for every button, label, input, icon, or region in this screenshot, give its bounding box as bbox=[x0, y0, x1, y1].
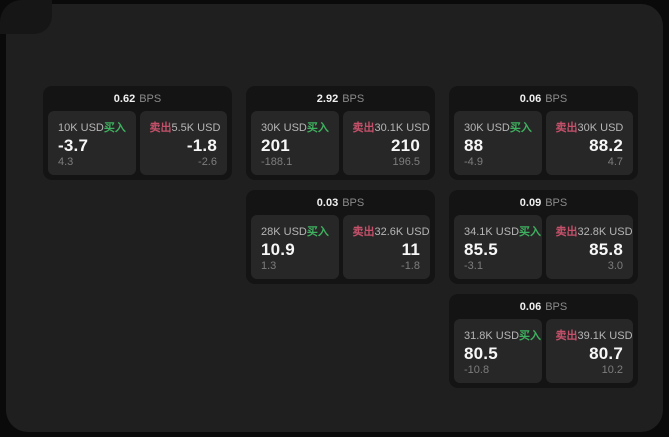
sell-change: 4.7 bbox=[607, 156, 623, 168]
sell-change: 10.2 bbox=[601, 364, 623, 376]
window-corner-overlay bbox=[0, 0, 52, 34]
buy-change: -188.1 bbox=[261, 156, 293, 168]
app-window: 0.62 BPS 10K USD 买入 -3.7 4.3 卖出 5.5K USD bbox=[6, 4, 663, 432]
buy-change: -10.8 bbox=[464, 364, 490, 376]
buy-amount: 30K USD bbox=[261, 122, 307, 134]
buy-pane[interactable]: 34.1K USD 买入 85.5 -3.1 bbox=[454, 215, 542, 279]
buy-amount: 30K USD bbox=[464, 122, 510, 134]
sell-side-label: 卖出 bbox=[555, 226, 578, 238]
bps-unit-label: BPS bbox=[545, 301, 568, 313]
buy-side-label: 买入 bbox=[519, 226, 542, 238]
sell-side-label: 卖出 bbox=[352, 226, 375, 238]
bps-unit-label: BPS bbox=[139, 93, 162, 105]
bps-value: 0.09 bbox=[519, 197, 542, 209]
sell-amount: 32.6K USD bbox=[374, 226, 430, 238]
sell-side-label: 卖出 bbox=[352, 122, 375, 134]
sell-amount: 5.5K USD bbox=[171, 122, 221, 134]
buy-price: 201 bbox=[261, 136, 290, 155]
sell-pane[interactable]: 卖出 30K USD 88.2 4.7 bbox=[545, 111, 633, 175]
bps-header: 0.09 BPS bbox=[449, 190, 638, 213]
bps-header: 0.06 BPS bbox=[449, 86, 638, 109]
sell-pane[interactable]: 卖出 39.1K USD 80.7 10.2 bbox=[545, 319, 633, 383]
buy-price: 10.9 bbox=[261, 240, 295, 259]
bps-unit-label: BPS bbox=[342, 197, 365, 209]
buy-change: -3.1 bbox=[464, 260, 483, 272]
buy-pane[interactable]: 31.8K USD 买入 80.5 -10.8 bbox=[454, 319, 542, 383]
bps-unit-label: BPS bbox=[545, 93, 568, 105]
bps-unit-label: BPS bbox=[545, 197, 568, 209]
quote-card-body: 31.8K USD 买入 80.5 -10.8 卖出 39.1K USD 80.… bbox=[449, 317, 638, 388]
sell-pane[interactable]: 卖出 32.6K USD 11 -1.8 bbox=[342, 215, 430, 279]
buy-change: -4.9 bbox=[464, 156, 483, 168]
buy-change: 4.3 bbox=[58, 156, 74, 168]
bps-value: 0.03 bbox=[316, 197, 339, 209]
buy-side-label: 买入 bbox=[509, 122, 532, 134]
sell-price: -1.8 bbox=[186, 136, 217, 155]
buy-side-label: 买入 bbox=[306, 122, 329, 134]
quote-card-grid: 0.62 BPS 10K USD 买入 -3.7 4.3 卖出 5.5K USD bbox=[43, 86, 639, 388]
bps-header: 0.06 BPS bbox=[449, 294, 638, 317]
bps-header: 0.62 BPS bbox=[43, 86, 232, 109]
sell-change: -1.8 bbox=[401, 260, 420, 272]
buy-price: 85.5 bbox=[464, 240, 498, 259]
buy-side-label: 买入 bbox=[519, 330, 542, 342]
quote-card-body: 10K USD 买入 -3.7 4.3 卖出 5.5K USD -1.8 -2.… bbox=[43, 109, 232, 180]
sell-change: 196.5 bbox=[392, 156, 420, 168]
sell-pane[interactable]: 卖出 32.8K USD 85.8 3.0 bbox=[545, 215, 633, 279]
quote-card-1[interactable]: 0.62 BPS 10K USD 买入 -3.7 4.3 卖出 5.5K USD bbox=[43, 86, 232, 180]
sell-price: 80.7 bbox=[589, 344, 623, 363]
sell-price: 85.8 bbox=[589, 240, 623, 259]
buy-pane[interactable]: 28K USD 买入 10.9 1.3 bbox=[251, 215, 339, 279]
sell-amount: 39.1K USD bbox=[577, 330, 633, 342]
buy-pane[interactable]: 10K USD 买入 -3.7 4.3 bbox=[48, 111, 136, 175]
quote-card-4[interactable]: 0.03 BPS 28K USD 买入 10.9 1.3 卖出 32.6K US… bbox=[246, 190, 435, 284]
buy-side-label: 买入 bbox=[306, 226, 329, 238]
quote-card-6[interactable]: 0.06 BPS 31.8K USD 买入 80.5 -10.8 卖出 39.1… bbox=[449, 294, 638, 388]
buy-pane[interactable]: 30K USD 买入 88 -4.9 bbox=[454, 111, 542, 175]
bps-value: 0.06 bbox=[519, 301, 542, 313]
sell-pane[interactable]: 卖出 5.5K USD -1.8 -2.6 bbox=[139, 111, 227, 175]
quote-card-body: 30K USD 买入 88 -4.9 卖出 30K USD 88.2 4.7 bbox=[449, 109, 638, 180]
buy-price: 88 bbox=[464, 136, 484, 155]
buy-side-label: 买入 bbox=[103, 122, 126, 134]
quote-card-body: 28K USD 买入 10.9 1.3 卖出 32.6K USD 11 -1.8 bbox=[246, 213, 435, 284]
sell-amount: 32.8K USD bbox=[577, 226, 633, 238]
quote-card-body: 34.1K USD 买入 85.5 -3.1 卖出 32.8K USD 85.8… bbox=[449, 213, 638, 284]
quote-card-3[interactable]: 0.06 BPS 30K USD 买入 88 -4.9 卖出 30K USD bbox=[449, 86, 638, 180]
quote-card-5[interactable]: 0.09 BPS 34.1K USD 买入 85.5 -3.1 卖出 32.8K… bbox=[449, 190, 638, 284]
buy-price: -3.7 bbox=[58, 136, 89, 155]
buy-amount: 28K USD bbox=[261, 226, 307, 238]
sell-change: 3.0 bbox=[607, 260, 623, 272]
buy-amount: 34.1K USD bbox=[464, 226, 520, 238]
sell-price: 11 bbox=[401, 240, 420, 259]
sell-change: -2.6 bbox=[198, 156, 217, 168]
quote-card-2[interactable]: 2.92 BPS 30K USD 买入 201 -188.1 卖出 30.1K … bbox=[246, 86, 435, 180]
bps-unit-label: BPS bbox=[342, 93, 365, 105]
buy-price: 80.5 bbox=[464, 344, 498, 363]
sell-amount: 30.1K USD bbox=[374, 122, 430, 134]
sell-price: 210 bbox=[391, 136, 420, 155]
bps-header: 2.92 BPS bbox=[246, 86, 435, 109]
buy-amount: 10K USD bbox=[58, 122, 104, 134]
bps-header: 0.03 BPS bbox=[246, 190, 435, 213]
buy-amount: 31.8K USD bbox=[464, 330, 520, 342]
sell-price: 88.2 bbox=[589, 136, 623, 155]
sell-side-label: 卖出 bbox=[149, 122, 172, 134]
sell-side-label: 卖出 bbox=[555, 122, 578, 134]
bps-value: 2.92 bbox=[316, 93, 339, 105]
sell-pane[interactable]: 卖出 30.1K USD 210 196.5 bbox=[342, 111, 430, 175]
buy-pane[interactable]: 30K USD 买入 201 -188.1 bbox=[251, 111, 339, 175]
quote-card-body: 30K USD 买入 201 -188.1 卖出 30.1K USD 210 1… bbox=[246, 109, 435, 180]
sell-amount: 30K USD bbox=[577, 122, 624, 134]
bps-value: 0.06 bbox=[519, 93, 542, 105]
sell-side-label: 卖出 bbox=[555, 330, 578, 342]
bps-value: 0.62 bbox=[113, 93, 136, 105]
buy-change: 1.3 bbox=[261, 260, 277, 272]
